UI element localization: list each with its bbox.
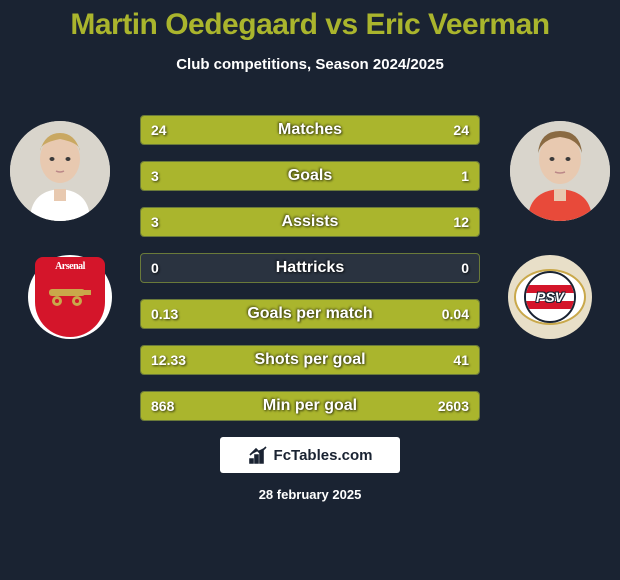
stat-label: Goals [141, 162, 479, 190]
footer-brand-badge: FcTables.com [220, 437, 400, 473]
stat-row: 312Assists [140, 207, 480, 237]
stat-label: Assists [141, 208, 479, 236]
stat-row: 8682603Min per goal [140, 391, 480, 421]
footer-date: 28 february 2025 [0, 487, 620, 502]
comparison-infographic: Martin Oedegaard vs Eric Veerman Club co… [0, 0, 620, 580]
stat-label: Hattricks [141, 254, 479, 282]
stat-label: Shots per goal [141, 346, 479, 374]
psv-crest-icon: PSV [514, 269, 586, 325]
stat-label: Goals per match [141, 300, 479, 328]
club-right-crest: PSV [508, 255, 592, 339]
stat-row: 00Hattricks [140, 253, 480, 283]
footer-brand-text: FcTables.com [274, 447, 373, 464]
stat-bars: 2424Matches 31Goals 312Assists 00Hattricks 0… [140, 103, 480, 421]
stat-label: Min per goal [141, 392, 479, 420]
player-left-avatar [10, 121, 110, 221]
avatar-placeholder-icon [510, 121, 610, 221]
club-left-crest: Arsenal [28, 255, 112, 339]
stat-label: Matches [141, 116, 479, 144]
arsenal-crest-icon: Arsenal [35, 257, 105, 337]
avatar-placeholder-icon [10, 121, 110, 221]
stat-row: 12.3341Shots per goal [140, 345, 480, 375]
chart-icon [248, 445, 268, 465]
cannon-icon [45, 279, 95, 307]
arsenal-crest-text: Arsenal [55, 261, 85, 272]
player-right-avatar [510, 121, 610, 221]
stat-row: 0.130.04Goals per match [140, 299, 480, 329]
stats-area: Arsenal [0, 103, 620, 421]
psv-crest-text: PSV [536, 289, 564, 305]
comparison-subtitle: Club competitions, Season 2024/2025 [0, 56, 620, 73]
stat-row: 2424Matches [140, 115, 480, 145]
stat-row: 31Goals [140, 161, 480, 191]
comparison-title: Martin Oedegaard vs Eric Veerman [0, 8, 620, 42]
